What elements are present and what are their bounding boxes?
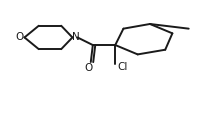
Text: Cl: Cl — [117, 62, 128, 72]
Text: N: N — [72, 32, 80, 42]
Text: O: O — [84, 63, 92, 73]
Text: O: O — [15, 32, 23, 42]
